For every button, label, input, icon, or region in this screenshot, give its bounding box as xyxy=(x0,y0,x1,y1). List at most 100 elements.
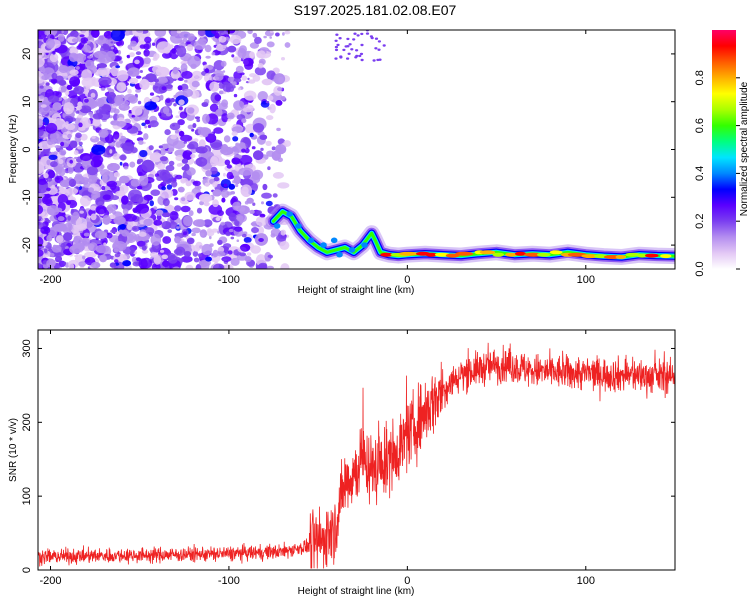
spectrogram-cell xyxy=(161,221,172,230)
spectrogram-cell xyxy=(135,88,142,93)
spectrogram-cell xyxy=(220,221,226,226)
spectrogram-cell xyxy=(60,85,67,93)
spectrogram-cell xyxy=(249,51,255,59)
spectrogram-cell xyxy=(76,105,82,111)
spectrogram-cell xyxy=(187,55,201,68)
spectrogram-cell xyxy=(199,193,213,203)
spectrogram-cell xyxy=(136,30,144,33)
spectrogram-cell xyxy=(201,243,213,256)
y-tick-label: -10 xyxy=(21,189,33,205)
colorbar-tick-label: 0.2 xyxy=(694,214,706,229)
spectrogram-cell xyxy=(209,156,219,167)
spectrogram-cell xyxy=(118,103,130,111)
spectrogram-cell xyxy=(123,165,129,170)
spectrogram-cell xyxy=(214,73,224,81)
spectrogram-cell xyxy=(185,180,192,187)
y-tick-label: 200 xyxy=(21,413,33,431)
spectrogram-cell xyxy=(155,66,170,77)
spectrogram-cell xyxy=(95,205,107,215)
spectrogram-cell xyxy=(196,118,201,123)
spectrogram-cell xyxy=(209,103,219,112)
spectrogram-cell xyxy=(43,248,48,254)
spectrogram-cell xyxy=(109,149,113,154)
spectrogram-cell xyxy=(162,212,169,218)
spectrogram-cell xyxy=(272,193,278,198)
spectrogram-cell xyxy=(57,30,63,35)
spectrogram-cell xyxy=(150,233,162,246)
spectrogram-cell xyxy=(257,91,269,102)
spectrogram-cell xyxy=(168,160,175,166)
spectrogram-cell xyxy=(207,228,213,234)
spectrogram-cell xyxy=(229,34,242,45)
colorbar-label: Normalized spectral amplitude xyxy=(739,81,750,216)
spectrogram-cell xyxy=(262,183,268,191)
spectrogram-cell xyxy=(106,180,118,188)
spectrogram-cell xyxy=(116,121,127,127)
spectrogram-cell xyxy=(190,153,196,159)
spectrogram-cell xyxy=(171,48,177,54)
spectrogram-cell xyxy=(38,249,44,257)
spectrogram-cell xyxy=(282,32,285,36)
spectrogram-cell xyxy=(135,51,142,56)
spectrogram-cell xyxy=(52,102,62,111)
spectrogram-cell xyxy=(73,235,82,244)
spectrogram-cell xyxy=(210,142,223,151)
spectrogram-cell xyxy=(127,88,132,94)
spectrogram-cell xyxy=(249,209,255,214)
spectrogram-cell xyxy=(136,75,142,79)
spectrogram-cell xyxy=(66,85,73,90)
spectrogram-cell xyxy=(229,175,235,179)
spectrogram-cell xyxy=(173,78,177,81)
spectrogram-cell xyxy=(241,148,246,153)
spectrogram-cell xyxy=(68,52,79,62)
spectrogram-cell xyxy=(143,218,153,227)
spectrogram-cell xyxy=(374,37,379,40)
spectrogram-cell xyxy=(45,38,55,49)
spectrogram-cell xyxy=(98,76,112,85)
spectrogram-cell xyxy=(162,198,170,207)
spectrogram-cell xyxy=(359,52,364,56)
spectrogram-cell xyxy=(266,70,276,80)
spectrogram-cell xyxy=(79,34,85,38)
spectrogram-hotspot xyxy=(549,250,563,255)
spectrogram-hotspot xyxy=(320,242,327,248)
spectrogram-cell xyxy=(143,49,150,57)
spectrogram-cell xyxy=(204,182,210,187)
spectrogram-cell xyxy=(131,256,138,264)
spectrogram-cell xyxy=(128,95,138,104)
spectrogram-cell xyxy=(210,166,218,175)
spectrogram-cell xyxy=(177,85,183,91)
spectrogram-cell xyxy=(119,175,130,184)
spectrogram-cell xyxy=(227,76,235,83)
spectrogram-cell xyxy=(231,131,238,137)
spectrogram-cell xyxy=(43,96,49,102)
spectrogram-cell xyxy=(238,167,254,176)
spectrogram-cell xyxy=(348,43,352,46)
spectrogram-cell xyxy=(59,149,67,156)
spectrogram-cell xyxy=(53,244,57,248)
spectrogram-cell xyxy=(114,259,119,264)
spectrogram-cell xyxy=(143,43,150,50)
spectrogram-cell xyxy=(110,65,119,77)
spectrogram-cell xyxy=(252,123,265,133)
spectrogram-cell xyxy=(214,32,220,39)
spectrogram-cell xyxy=(105,232,113,239)
spectrogram-cell xyxy=(265,257,271,262)
spectrogram-cell xyxy=(195,157,208,167)
spectrogram-cell xyxy=(279,240,290,250)
snr-frame xyxy=(37,329,676,571)
spectrogram-cell xyxy=(87,242,98,252)
spectrogram-cell xyxy=(259,134,268,140)
spectrogram-hotspot xyxy=(348,247,356,253)
spectrogram-cell xyxy=(81,69,92,81)
spectrogram-cell xyxy=(360,58,364,62)
spectrogram-cell xyxy=(211,52,216,56)
spectrogram-cell xyxy=(353,32,357,35)
spectrogram-cell xyxy=(54,207,63,213)
spectrogram-cell xyxy=(38,204,44,215)
spectrogram-cell xyxy=(60,243,66,247)
spectrogram-cell xyxy=(334,57,338,60)
spectrogram-cell xyxy=(195,146,208,154)
spectrogram-cell xyxy=(67,166,74,174)
spectrogram-cell xyxy=(284,30,291,35)
